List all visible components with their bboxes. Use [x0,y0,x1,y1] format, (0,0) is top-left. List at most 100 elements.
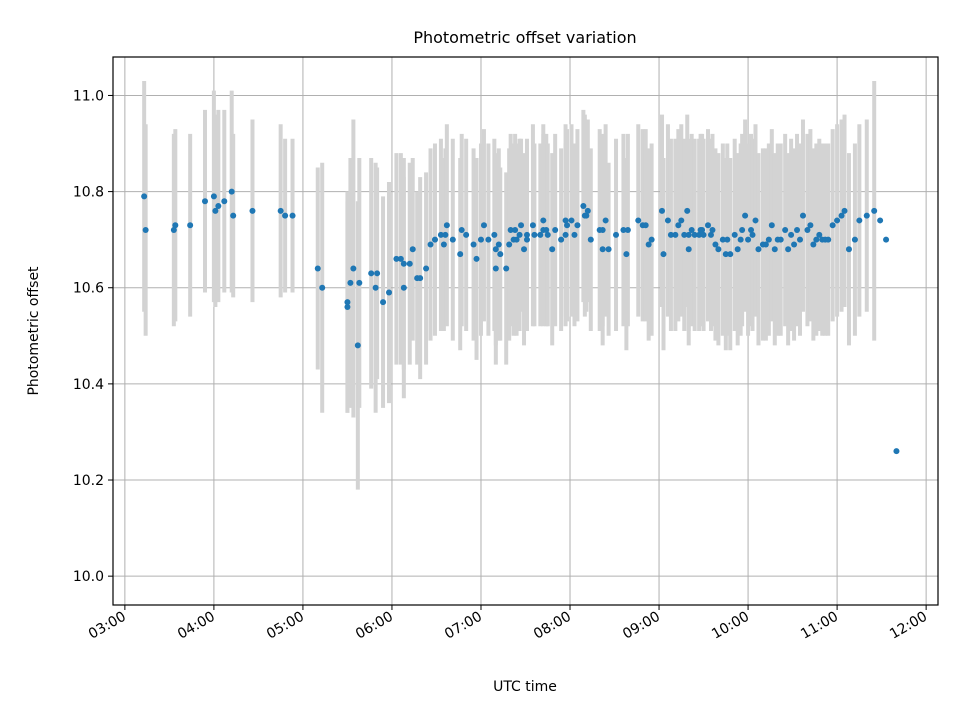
data-point [491,231,498,238]
data-point [458,227,465,234]
data-point [893,448,900,455]
data-point [734,246,741,253]
data-point [794,227,801,234]
data-point [409,246,416,253]
data-point [755,246,762,253]
data-point [374,270,381,277]
data-point [856,217,863,224]
y-axis-label: Photometric offset [26,266,42,396]
data-point [473,255,480,262]
data-point [685,246,692,253]
data-point [568,217,575,224]
data-point [659,207,666,214]
data-point [788,231,795,238]
data-point [724,236,731,243]
data-point [537,231,544,238]
data-point [739,227,746,234]
data-point [737,236,744,243]
data-point [170,227,177,234]
data-point [587,236,594,243]
data-point [584,207,591,214]
data-point [457,251,464,258]
data-point [417,275,424,282]
data-point [580,203,587,210]
y-tick-label: 10.8 [73,185,104,201]
data-point [699,227,706,234]
data-point [470,241,477,248]
data-point [645,241,652,248]
data-point [485,236,492,243]
data-point [672,231,679,238]
data-point [675,222,682,229]
data-point [397,255,404,262]
y-tick-label: 10.2 [73,473,104,489]
data-point [372,284,379,291]
data-point [765,236,772,243]
data-point [549,246,556,253]
data-point [664,217,671,224]
data-point [667,231,674,238]
x-axis-label: UTC time [493,679,557,695]
data-point [187,222,194,229]
data-point [829,222,836,229]
data-point [141,193,148,200]
data-point [681,231,688,238]
data-point [503,265,510,272]
data-point [807,222,814,229]
data-point [685,231,692,238]
data-point [385,289,392,296]
data-point [210,193,217,200]
data-point [228,188,235,195]
data-point [442,231,449,238]
data-point [851,236,858,243]
data-point [393,255,400,262]
data-point [518,222,525,229]
data-point [201,198,208,205]
data-point [507,227,514,234]
data-point [562,217,569,224]
data-point [437,231,444,238]
data-point [380,299,387,306]
data-point [613,231,620,238]
data-point [506,241,513,248]
data-point [400,260,407,267]
data-points [141,188,900,455]
data-point [648,236,655,243]
data-point [212,207,219,214]
data-point [722,251,729,258]
data-point [571,231,578,238]
data-point [427,241,434,248]
data-point [516,231,523,238]
data-point [745,236,752,243]
data-point [492,246,499,253]
data-point [282,212,289,219]
data-point [762,241,769,248]
data-point [512,227,519,234]
data-point [691,231,698,238]
data-point [782,227,789,234]
data-point [749,231,756,238]
data-point [423,265,430,272]
y-tick-label: 10.0 [73,569,104,585]
data-point [712,241,719,248]
data-point [368,270,375,277]
data-point [344,299,351,306]
data-point [480,222,487,229]
data-point [599,227,606,234]
data-point [705,222,712,229]
data-point [709,227,716,234]
data-point [804,227,811,234]
data-point [449,236,456,243]
y-tick-label: 11.0 [73,88,104,104]
data-point [700,231,707,238]
data-point [574,222,581,229]
data-point [492,265,499,272]
data-point [871,207,878,214]
data-point [834,217,841,224]
data-point [543,227,550,234]
plot-frame [112,56,939,606]
data-point [531,231,538,238]
data-point [727,251,734,258]
data-point [605,246,612,253]
